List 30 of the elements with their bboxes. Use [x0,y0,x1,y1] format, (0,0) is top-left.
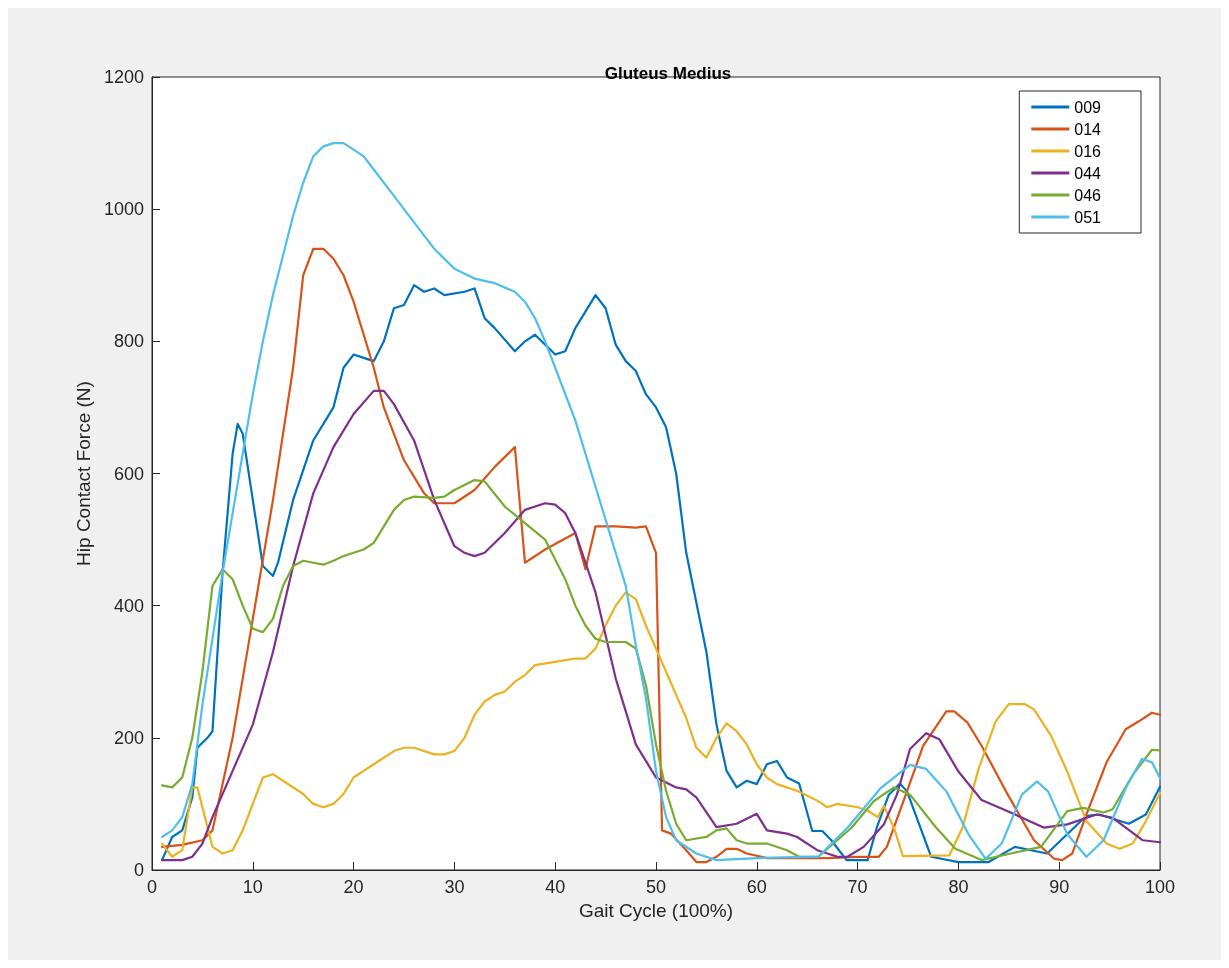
y-tick-label: 800 [113,331,144,352]
legend-label: 014 [1074,120,1102,138]
y-axis-title: Hip Contact Force (N) [73,381,95,566]
x-tick-label: 0 [146,877,158,897]
x-tick-label: 100 [1144,877,1176,897]
x-tick-label: 70 [847,877,868,897]
x-tick-label: 40 [545,877,566,897]
legend-label: 009 [1074,98,1102,116]
y-tick-label: 1000 [103,199,144,220]
x-axis-title: Gait Cycle (100%) [578,899,734,921]
line-series [160,479,1162,862]
legend-label: 016 [1074,142,1102,160]
y-tick-label: 1200 [103,67,144,87]
line-series [160,591,1162,858]
x-tick-label: 20 [343,877,364,897]
legend-label: 046 [1074,186,1102,204]
y-tick-label: 400 [113,595,144,616]
x-tick-label: 30 [444,877,465,897]
x-tick-label: 60 [746,877,767,897]
x-tick-label: 10 [242,877,263,897]
x-tick-label: 50 [645,877,667,897]
legend-label: 044 [1074,164,1102,182]
legend-label: 051 [1074,208,1102,226]
y-tick-label: 0 [133,860,144,880]
chart-title: Gluteus Medius [604,64,732,83]
y-tick-label: 600 [113,463,144,484]
line-series [160,389,1162,862]
x-tick-label: 80 [948,877,969,897]
x-tick-label: 90 [1049,877,1070,897]
y-tick-label: 200 [113,727,144,748]
